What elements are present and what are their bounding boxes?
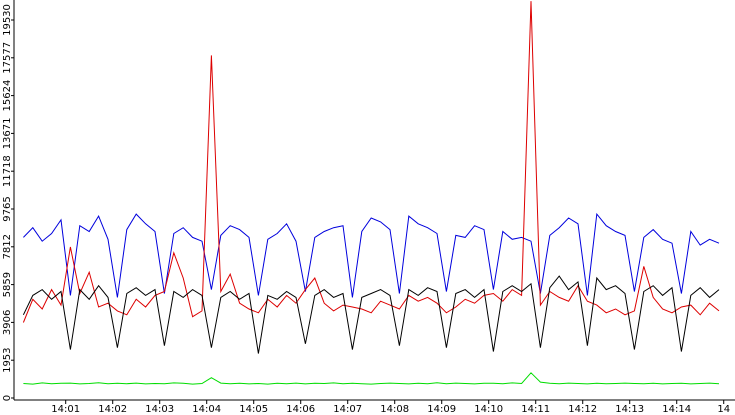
y-tick-label: 0 — [2, 395, 13, 401]
y-tick-label: 19530 — [2, 4, 13, 36]
x-tick-label: 14:13 — [615, 404, 644, 415]
y-tick-label: 1953 — [2, 347, 13, 372]
y-tick-label: 3906 — [2, 310, 13, 335]
x-tick-label: 14:01 — [51, 404, 80, 415]
x-tick-label: 14:04 — [192, 404, 221, 415]
x-tick-label: 14:12 — [568, 404, 597, 415]
series-line — [22, 275, 720, 354]
y-tick-label: 5859 — [2, 272, 13, 297]
x-tick-label: 14:14 — [662, 404, 691, 415]
series-line — [23, 372, 720, 385]
x-tick-label: 14:07 — [333, 404, 362, 415]
x-tick-label: 14:03 — [145, 404, 174, 415]
y-tick-label: 9765 — [2, 196, 13, 221]
y-tick-label: 15624 — [2, 80, 13, 112]
x-tick-label: 14:08 — [380, 404, 409, 415]
x-tick-label: 14:11 — [521, 404, 550, 415]
y-tick-label: 13671 — [2, 117, 13, 149]
x-tick-label: 14 — [717, 404, 730, 415]
y-tick-label: 17577 — [2, 42, 13, 74]
y-tick-label: 7812 — [2, 234, 13, 259]
series-line — [23, 212, 720, 298]
x-tick-label: 14:10 — [474, 404, 503, 415]
series-line — [22, 1, 720, 323]
x-tick-label: 14:06 — [286, 404, 315, 415]
x-tick-label: 14:02 — [98, 404, 127, 415]
x-tick-label: 14:09 — [427, 404, 456, 415]
y-tick-label: 11718 — [2, 155, 13, 187]
x-tick-label: 14:05 — [239, 404, 268, 415]
